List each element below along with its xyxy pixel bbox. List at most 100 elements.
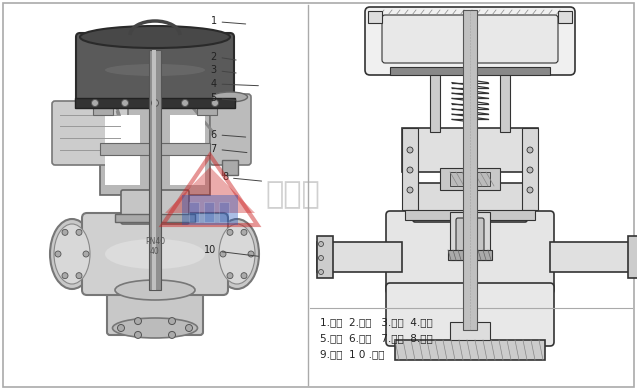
FancyBboxPatch shape bbox=[368, 11, 382, 23]
Text: 40: 40 bbox=[150, 248, 160, 257]
Bar bbox=[149, 50, 161, 290]
FancyBboxPatch shape bbox=[558, 11, 572, 23]
Text: 7: 7 bbox=[210, 144, 247, 154]
Circle shape bbox=[318, 269, 324, 275]
Bar bbox=[222, 160, 238, 175]
Bar bbox=[522, 128, 538, 210]
Circle shape bbox=[185, 324, 192, 331]
FancyBboxPatch shape bbox=[382, 15, 558, 63]
Bar bbox=[215, 236, 223, 272]
FancyBboxPatch shape bbox=[100, 105, 210, 195]
Bar bbox=[317, 236, 333, 278]
FancyBboxPatch shape bbox=[386, 283, 554, 346]
FancyBboxPatch shape bbox=[121, 190, 189, 224]
Bar bbox=[4, 4, 304, 386]
Circle shape bbox=[62, 229, 68, 235]
Circle shape bbox=[227, 229, 233, 235]
Bar bbox=[182, 195, 238, 225]
Bar bbox=[450, 172, 490, 186]
Circle shape bbox=[407, 187, 413, 193]
Circle shape bbox=[241, 229, 247, 235]
Bar bbox=[450, 322, 490, 340]
Circle shape bbox=[134, 332, 141, 339]
Text: 1: 1 bbox=[210, 16, 246, 27]
Bar bbox=[430, 70, 440, 132]
Bar bbox=[402, 128, 418, 210]
FancyBboxPatch shape bbox=[440, 168, 500, 190]
Bar bbox=[105, 115, 140, 185]
Circle shape bbox=[134, 317, 141, 324]
Text: 5: 5 bbox=[210, 93, 236, 103]
Circle shape bbox=[407, 147, 413, 153]
Bar bbox=[93, 107, 113, 115]
Text: 杜伯拉: 杜伯拉 bbox=[265, 181, 320, 209]
Bar bbox=[500, 70, 510, 132]
Text: 9.阀座  1 0 .阀体: 9.阀座 1 0 .阀体 bbox=[320, 349, 385, 359]
Bar bbox=[100, 143, 210, 155]
Circle shape bbox=[527, 167, 533, 173]
Bar bbox=[197, 107, 217, 115]
Bar bbox=[219, 202, 229, 222]
Circle shape bbox=[76, 273, 82, 278]
Text: 3: 3 bbox=[210, 65, 236, 75]
Ellipse shape bbox=[105, 239, 205, 269]
Text: 4: 4 bbox=[210, 79, 259, 89]
Bar bbox=[152, 50, 156, 290]
Circle shape bbox=[527, 147, 533, 153]
Circle shape bbox=[318, 255, 324, 261]
FancyBboxPatch shape bbox=[76, 33, 234, 106]
Circle shape bbox=[152, 99, 159, 106]
Bar bbox=[72, 236, 87, 272]
Ellipse shape bbox=[219, 224, 255, 284]
Bar bbox=[402, 128, 538, 172]
Bar bbox=[463, 10, 477, 330]
Ellipse shape bbox=[54, 224, 90, 284]
Bar bbox=[450, 212, 490, 260]
FancyBboxPatch shape bbox=[365, 7, 575, 75]
Ellipse shape bbox=[115, 280, 195, 300]
Circle shape bbox=[527, 187, 533, 193]
Polygon shape bbox=[165, 167, 255, 213]
Circle shape bbox=[182, 99, 189, 106]
FancyBboxPatch shape bbox=[386, 211, 554, 294]
FancyBboxPatch shape bbox=[456, 218, 484, 252]
Circle shape bbox=[62, 273, 68, 278]
Circle shape bbox=[92, 99, 99, 106]
Ellipse shape bbox=[215, 219, 259, 289]
Circle shape bbox=[211, 99, 218, 106]
FancyBboxPatch shape bbox=[82, 213, 228, 295]
Polygon shape bbox=[388, 250, 552, 287]
Circle shape bbox=[83, 251, 89, 257]
Ellipse shape bbox=[213, 92, 248, 102]
Ellipse shape bbox=[50, 219, 94, 289]
Text: 8: 8 bbox=[222, 172, 262, 183]
Bar bbox=[395, 340, 545, 360]
Circle shape bbox=[117, 324, 124, 331]
Circle shape bbox=[248, 251, 254, 257]
Circle shape bbox=[169, 332, 176, 339]
Circle shape bbox=[169, 317, 176, 324]
Bar bbox=[405, 210, 535, 220]
Ellipse shape bbox=[113, 318, 197, 338]
Bar bbox=[115, 214, 195, 222]
Circle shape bbox=[122, 99, 129, 106]
FancyBboxPatch shape bbox=[413, 183, 527, 222]
Bar bbox=[628, 236, 637, 278]
Text: 2: 2 bbox=[210, 51, 236, 62]
Bar bbox=[309, 4, 632, 386]
Bar bbox=[170, 115, 205, 185]
FancyBboxPatch shape bbox=[52, 101, 128, 165]
Circle shape bbox=[76, 229, 82, 235]
Bar bbox=[189, 202, 199, 222]
Bar bbox=[390, 67, 550, 75]
Text: 5.支架  6.阀杆   7.阀盖  8.阀芯: 5.支架 6.阀杆 7.阀盖 8.阀芯 bbox=[320, 333, 433, 343]
Bar bbox=[550, 242, 637, 272]
Bar bbox=[204, 202, 214, 222]
Circle shape bbox=[220, 251, 226, 257]
FancyBboxPatch shape bbox=[107, 284, 203, 335]
Bar bbox=[317, 242, 402, 272]
Ellipse shape bbox=[105, 64, 205, 76]
Text: 6: 6 bbox=[210, 129, 246, 140]
Circle shape bbox=[318, 241, 324, 246]
Bar bbox=[75, 98, 235, 108]
